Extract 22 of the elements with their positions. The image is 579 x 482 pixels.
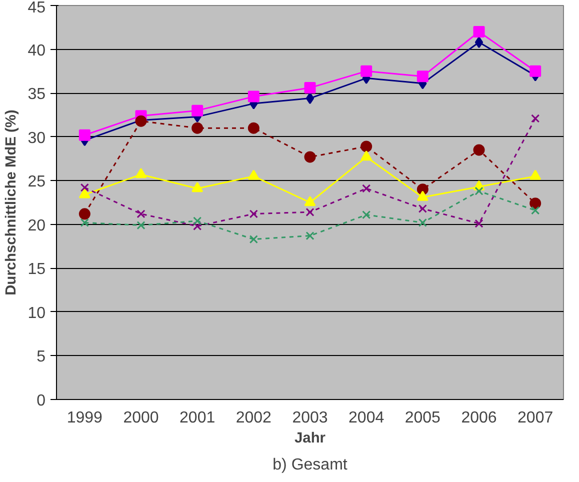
x-tick-label: 2005 — [404, 410, 441, 426]
y-tick-label: 40 — [28, 42, 46, 60]
x-tick-label: 2002 — [236, 410, 272, 426]
y-tick-label: 5 — [36, 348, 46, 366]
y-tick-label: 45 — [28, 0, 46, 16]
y-tick-label: 10 — [28, 304, 46, 322]
y-axis-title: Durchschnittliche MdE (%) — [4, 110, 20, 296]
y-tick-label: 25 — [28, 174, 46, 191]
x-tick-label: 2006 — [461, 410, 497, 426]
y-tick-label: 35 — [28, 86, 46, 104]
x-tick-label: 2004 — [348, 410, 384, 426]
x-axis-title: Jahr — [294, 430, 326, 446]
y-tick-label: 20 — [28, 217, 46, 234]
x-tick-label: 2000 — [123, 410, 159, 426]
y-tick-label: 30 — [28, 130, 46, 147]
x-tick-label: 1999 — [66, 410, 103, 426]
y-tick-label: 15 — [28, 261, 46, 278]
y-tick-label: 0 — [36, 392, 46, 410]
x-tick-label: 2003 — [292, 410, 328, 426]
x-tick-label: 2007 — [518, 410, 554, 426]
text: b) Gesamt — [272, 456, 348, 474]
x-tick-label: 2001 — [180, 410, 216, 426]
